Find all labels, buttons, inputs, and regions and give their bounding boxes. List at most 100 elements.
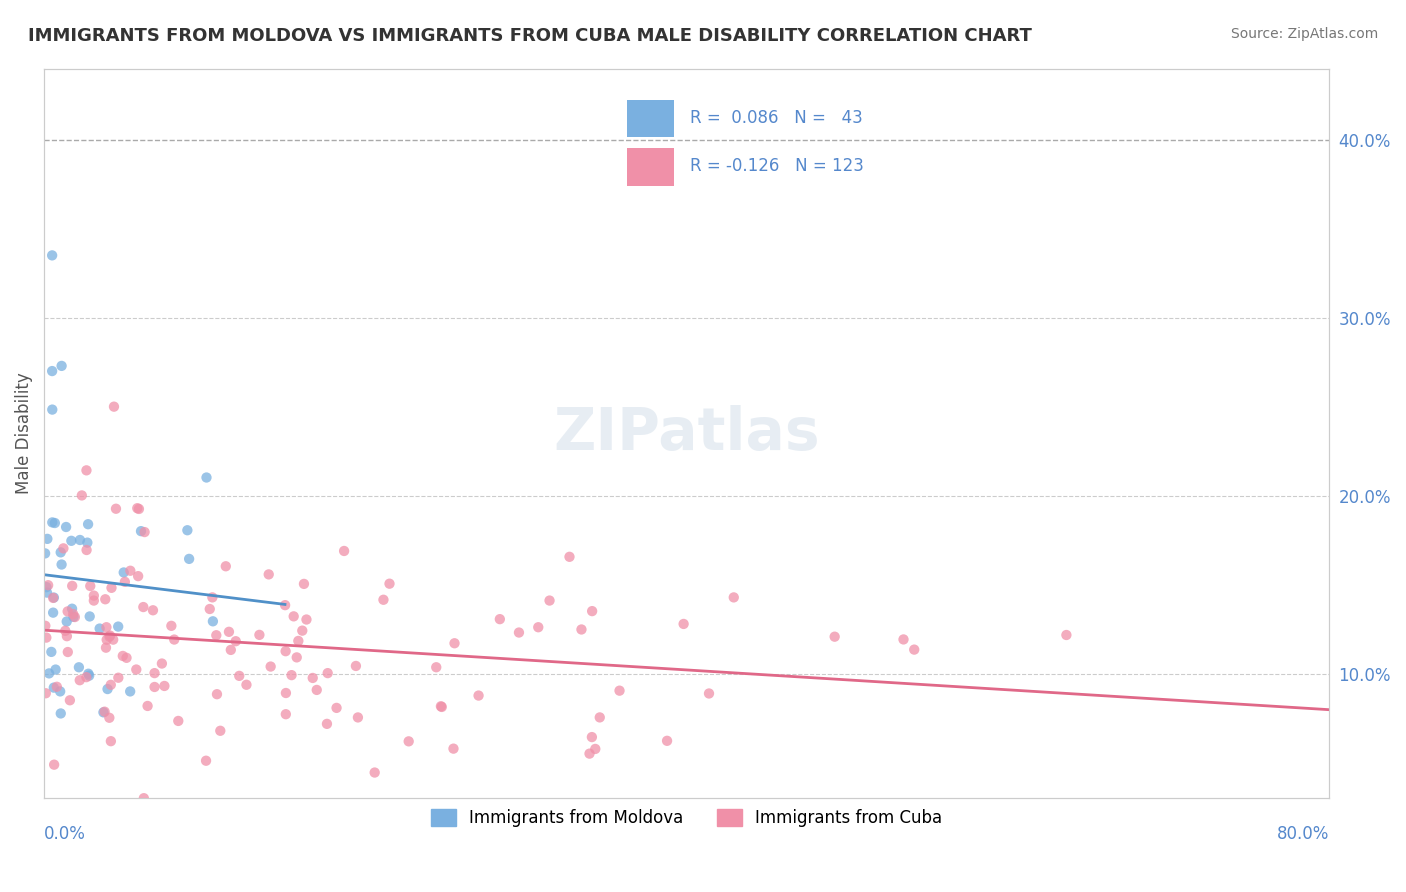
Point	[136, 698, 159, 713]
Point	[34, 619, 56, 633]
Text: IMMIGRANTS FROM MOLDOVA VS IMMIGRANTS FROM CUBA MALE DISABILITY CORRELATION CHAR: IMMIGRANTS FROM MOLDOVA VS IMMIGRANTS FR…	[28, 27, 1032, 45]
Point	[52, 541, 75, 556]
Point	[443, 636, 465, 650]
Point	[218, 624, 240, 639]
Point	[467, 689, 489, 703]
Point	[163, 632, 186, 647]
Text: ZIPatlas: ZIPatlas	[553, 405, 820, 462]
Point	[77, 666, 100, 681]
Point	[538, 593, 561, 607]
Point	[578, 747, 600, 761]
Point	[655, 734, 678, 748]
Point	[292, 577, 315, 591]
Point	[134, 524, 156, 539]
Point	[44, 757, 66, 772]
Point	[247, 628, 270, 642]
Point	[100, 581, 122, 595]
Point	[205, 687, 228, 701]
Point	[93, 706, 115, 720]
Point	[38, 666, 60, 681]
Point	[128, 502, 150, 516]
Point	[225, 634, 247, 648]
Point	[143, 666, 166, 681]
Point	[62, 607, 84, 621]
Point	[219, 643, 242, 657]
Point	[132, 791, 155, 805]
Y-axis label: Male Disability: Male Disability	[15, 373, 32, 494]
Point	[333, 544, 356, 558]
Point	[103, 400, 125, 414]
Point	[176, 523, 198, 537]
Point	[301, 671, 323, 685]
Point	[347, 710, 370, 724]
Point	[274, 644, 297, 658]
Point	[51, 359, 73, 373]
Point	[201, 591, 224, 605]
Point	[107, 619, 129, 633]
Point	[430, 700, 453, 714]
Point	[35, 631, 58, 645]
Point	[34, 546, 56, 560]
Point	[51, 558, 73, 572]
Point	[55, 615, 77, 629]
Legend: Immigrants from Moldova, Immigrants from Cuba: Immigrants from Moldova, Immigrants from…	[425, 802, 949, 834]
Point	[83, 589, 105, 603]
Point	[201, 615, 224, 629]
Point	[581, 730, 603, 744]
Point	[198, 602, 221, 616]
Point	[287, 634, 309, 648]
Point	[179, 552, 201, 566]
Point	[56, 645, 79, 659]
Point	[125, 663, 148, 677]
Point	[285, 650, 308, 665]
Point	[100, 678, 122, 692]
Point	[93, 705, 115, 719]
Point	[60, 601, 83, 615]
Point	[143, 680, 166, 694]
Point	[120, 564, 142, 578]
Point	[59, 693, 82, 707]
Point	[75, 463, 97, 477]
Point	[274, 598, 297, 612]
Point	[35, 580, 58, 594]
Point	[527, 620, 550, 634]
Point	[56, 629, 79, 643]
Point	[98, 629, 121, 643]
Point	[316, 666, 339, 681]
Point	[443, 741, 465, 756]
Point	[41, 248, 63, 262]
Point	[115, 650, 138, 665]
FancyBboxPatch shape	[627, 100, 673, 137]
Point	[98, 711, 121, 725]
Point	[96, 620, 118, 634]
Point	[41, 364, 63, 378]
Point	[53, 624, 76, 638]
Point	[49, 706, 72, 721]
Point	[112, 566, 135, 580]
Point	[62, 609, 84, 624]
Point	[160, 619, 183, 633]
Point	[44, 516, 66, 530]
Text: Source: ZipAtlas.com: Source: ZipAtlas.com	[1230, 27, 1378, 41]
Point	[274, 707, 297, 722]
Point	[77, 517, 100, 532]
Point	[114, 574, 136, 589]
Point	[508, 625, 530, 640]
Point	[150, 657, 173, 671]
Point	[195, 470, 218, 484]
Point	[893, 632, 915, 647]
Point	[67, 660, 90, 674]
Point	[571, 623, 593, 637]
Point	[96, 681, 118, 696]
Point	[104, 501, 127, 516]
Point	[344, 659, 367, 673]
Point	[79, 609, 101, 624]
Point	[257, 567, 280, 582]
Point	[430, 699, 453, 714]
FancyBboxPatch shape	[627, 148, 673, 186]
Point	[69, 533, 91, 547]
Point	[259, 659, 281, 673]
Point	[609, 683, 631, 698]
Text: 0.0%: 0.0%	[44, 825, 86, 843]
Point	[63, 610, 86, 624]
